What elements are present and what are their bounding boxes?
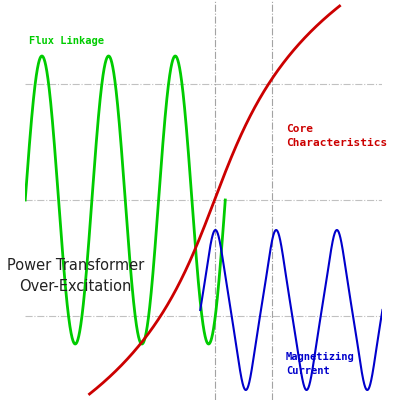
Text: Flux Linkage: Flux Linkage	[29, 36, 104, 46]
Text: Power Transformer
Over-Excitation: Power Transformer Over-Excitation	[7, 258, 144, 294]
Text: Magnetizing
Current: Magnetizing Current	[286, 352, 355, 376]
Text: Core
Characteristics: Core Characteristics	[286, 124, 387, 148]
